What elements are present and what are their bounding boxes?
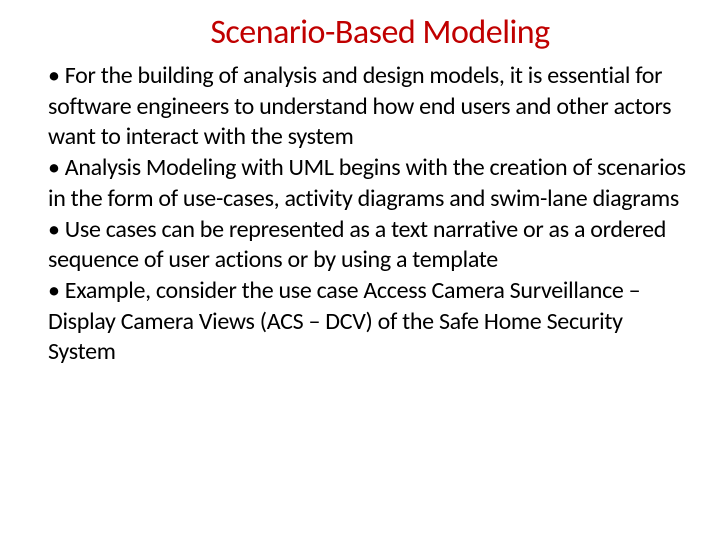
- bullet-item: • Analysis Modeling with UML begins with…: [48, 153, 686, 213]
- bullet-item: • Use cases can be represented as a text…: [48, 215, 666, 275]
- bullet-text-2: Use cases can be represented as a text n…: [48, 215, 666, 275]
- slide-body: • For the building of analysis and desig…: [0, 61, 720, 368]
- bullet-text-1: Analysis Modeling with UML begins with t…: [48, 153, 686, 213]
- bullet-text-3: Example, consider the use case Access Ca…: [48, 276, 640, 366]
- bullet-text-0: For the building of analysis and design …: [48, 61, 671, 151]
- slide-container: Scenario-Based Modeling • For the buildi…: [0, 0, 720, 540]
- bullet-item: • For the building of analysis and desig…: [48, 61, 671, 151]
- bullet-item: • Example, consider the use case Access …: [48, 276, 640, 366]
- slide-title: Scenario-Based Modeling: [0, 12, 720, 53]
